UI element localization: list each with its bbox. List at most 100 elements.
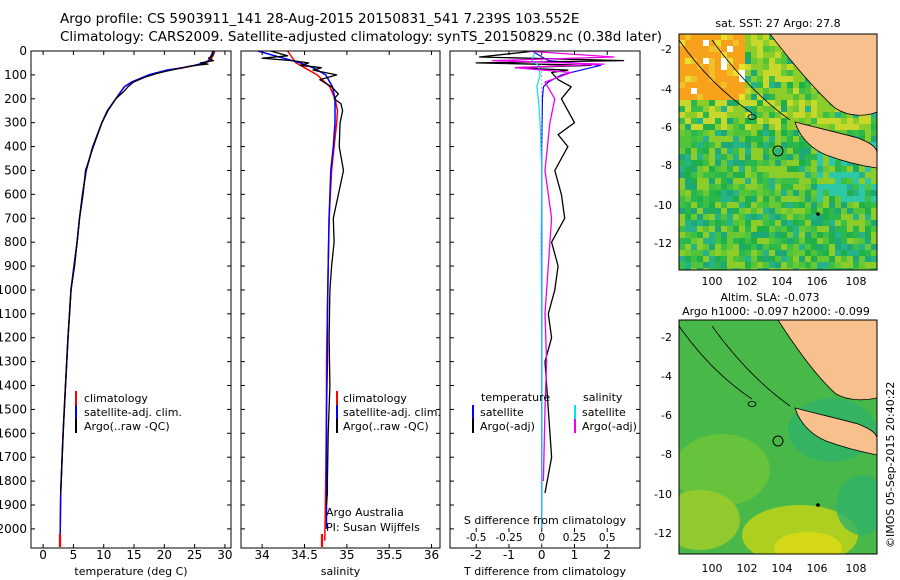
x-tick-label: 30 xyxy=(217,548,232,562)
sla-ytick-label: -6 xyxy=(661,409,672,422)
depth-tick-label: 1400 xyxy=(0,379,27,393)
sst-ytick-label: -4 xyxy=(661,83,672,96)
data-pi-note: PI: Susan Wijffels xyxy=(326,521,420,534)
sla-ytick-label: -4 xyxy=(661,370,672,383)
top-x-tick-label: 0 xyxy=(538,532,545,544)
top-x-tick-label: 0.25 xyxy=(563,532,586,544)
depth-tick-label: 1900 xyxy=(0,498,27,512)
sla-map-xaxis: 100 102 104 106 108 xyxy=(702,562,867,575)
depth-tick-label: 2000 xyxy=(0,522,27,536)
sst-ytick-label: -2 xyxy=(661,43,672,56)
series-line-climatology xyxy=(59,50,216,541)
x-axis-label: temperature (deg C) xyxy=(74,565,187,578)
depth-tick-label: 200 xyxy=(4,92,27,106)
depth-tick-label: 900 xyxy=(4,259,27,273)
sla-xtick-label: 106 xyxy=(807,562,828,575)
depth-tick-label: 0 xyxy=(19,44,27,58)
sst-xtick-label: 102 xyxy=(737,275,758,288)
legend-climatology-label: climatology xyxy=(84,392,148,405)
series-line-salinity-satellite xyxy=(531,50,543,529)
difference-salinity-legend: salinity satellite Argo(-adj) xyxy=(574,391,637,433)
x-tick-label: 25 xyxy=(187,548,202,562)
sst-map-image xyxy=(679,34,877,270)
depth-tick-label: 400 xyxy=(4,140,27,154)
sst-xtick-label: 106 xyxy=(807,275,828,288)
legend-satellite-label: satellite-adj. clim. xyxy=(84,406,182,419)
x-tick-label: 10 xyxy=(96,548,111,562)
series-line-argo-raw-qc- xyxy=(261,50,345,506)
difference-profile-panel: -2 -1 0 1 2 T difference from climatology -0.5… xyxy=(449,50,641,578)
depth-tick-label: 700 xyxy=(4,211,27,225)
temperature-legend: climatology satellite-adj. clim. Argo(..… xyxy=(75,391,182,433)
depth-tick-label: 1300 xyxy=(0,355,27,369)
legend-satellite-label: satellite xyxy=(480,406,524,419)
imos-credit: ©IMOS 05-Sep-2015 20:40:22 xyxy=(884,382,897,548)
x-tick-label: 0 xyxy=(39,548,47,562)
x-tick-label: 35 xyxy=(339,548,354,562)
sla-map-image xyxy=(679,320,877,554)
sla-map-title-line2: Argo h1000: -0.097 h2000: -0.099 xyxy=(682,305,870,318)
sst-map-yaxis: -2 -4 -6 -8 -10 -12 xyxy=(654,43,672,250)
plot-frame xyxy=(30,50,232,549)
depth-tick-label: 100 xyxy=(4,68,27,82)
depth-tick-label: 800 xyxy=(4,235,27,249)
legend-climatology-label: climatology xyxy=(343,392,407,405)
depth-tick-label: 600 xyxy=(4,187,27,201)
sst-xtick-label: 104 xyxy=(772,275,793,288)
sst-xtick-label: 108 xyxy=(846,275,867,288)
legend-argo-label: Argo(..raw -QC) xyxy=(343,420,429,433)
x-tick-label: 2 xyxy=(603,548,611,562)
plot-frame xyxy=(240,50,441,549)
argo-float-marker xyxy=(772,145,784,157)
depth-tick-label: 300 xyxy=(4,116,27,130)
depth-tick-label: 500 xyxy=(4,163,27,177)
x-tick-label: -2 xyxy=(470,548,482,562)
plot-frame xyxy=(449,50,641,549)
legend-salinity-title: salinity xyxy=(583,391,623,404)
sst-ytick-label: -10 xyxy=(654,199,672,212)
series-line-argo-raw-qc- xyxy=(60,50,215,494)
sst-ytick-label: -12 xyxy=(654,237,672,250)
series-line-satellite-adj-clim- xyxy=(59,50,214,541)
sla-map-yaxis: -2 -4 -6 -8 -10 -12 xyxy=(654,331,672,540)
depth-tick-label: 1200 xyxy=(0,331,27,345)
x-axis-label: salinity xyxy=(321,565,361,578)
sla-xtick-label: 102 xyxy=(737,562,758,575)
x-tick-label: 35.5 xyxy=(376,548,403,562)
sla-ytick-label: -12 xyxy=(654,527,672,540)
x-tick-label: 34 xyxy=(255,548,270,562)
x-tick-label: 1 xyxy=(571,548,579,562)
sla-ytick-label: -2 xyxy=(661,331,672,344)
sla-xtick-label: 100 xyxy=(702,562,723,575)
difference-temperature-legend: temperature satellite Argo(-adj) xyxy=(472,391,550,433)
x-tick-label: -1 xyxy=(503,548,515,562)
x-tick-label: 5 xyxy=(70,548,78,562)
depth-tick-label: 1600 xyxy=(0,426,27,440)
x-axis-label: T difference from climatology xyxy=(463,565,626,578)
figure-title-line2: Climatology: CARS2009. Satellite-adjuste… xyxy=(60,29,662,45)
sla-ytick-label: -8 xyxy=(661,448,672,461)
sla-xtick-label: 108 xyxy=(846,562,867,575)
temperature-profile-panel: 0100200300400500600700800900100011001200… xyxy=(0,44,233,578)
depth-tick-label: 1700 xyxy=(0,450,27,464)
series-line-salinity-argo-adj- xyxy=(491,50,615,482)
sla-map-title-line1: Altim. SLA: -0.073 xyxy=(720,291,819,304)
sst-xtick-label: 100 xyxy=(702,275,723,288)
salinity-legend: climatology satellite-adj. clim. Argo(..… xyxy=(336,391,441,433)
sst-ytick-label: -6 xyxy=(661,121,672,134)
sst-map-title: sat. SST: 27 Argo: 27.8 xyxy=(715,17,840,30)
sla-xtick-label: 104 xyxy=(772,562,793,575)
x-tick-label: 36 xyxy=(424,548,439,562)
x-tick-label: 34.5 xyxy=(291,548,318,562)
legend-satellite-label: satellite xyxy=(582,406,626,419)
depth-tick-label: 1800 xyxy=(0,474,27,488)
legend-argo-label: Argo(-adj) xyxy=(480,420,535,433)
series-line-satellite-adj-clim- xyxy=(257,50,336,529)
top-x-tick-label: -0.5 xyxy=(466,532,487,544)
salinity-profile-panel: 34 34.5 35 35.5 36 salinity xyxy=(240,50,441,578)
top-x-tick-label: 0.5 xyxy=(599,532,616,544)
top-x-axis-label: S difference from climatology xyxy=(464,514,627,527)
x-tick-label: 0 xyxy=(538,548,546,562)
sst-ytick-label: -8 xyxy=(661,159,672,172)
